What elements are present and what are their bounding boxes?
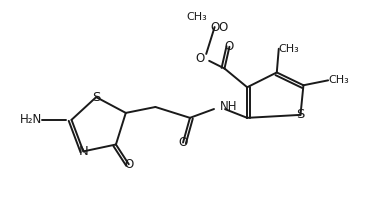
Text: O: O [124, 158, 134, 171]
Text: CH₃: CH₃ [279, 44, 299, 54]
Text: N: N [78, 145, 88, 158]
Text: O: O [196, 52, 205, 65]
Text: O: O [179, 136, 187, 149]
Text: CH₃: CH₃ [186, 12, 207, 22]
Text: S: S [296, 108, 305, 121]
Text: O: O [219, 21, 228, 33]
Text: O: O [210, 21, 219, 33]
Text: S: S [92, 91, 100, 104]
Text: CH₃: CH₃ [328, 75, 349, 85]
Text: NH: NH [219, 100, 237, 113]
Text: O: O [225, 40, 234, 53]
Text: H₂N: H₂N [20, 113, 42, 126]
